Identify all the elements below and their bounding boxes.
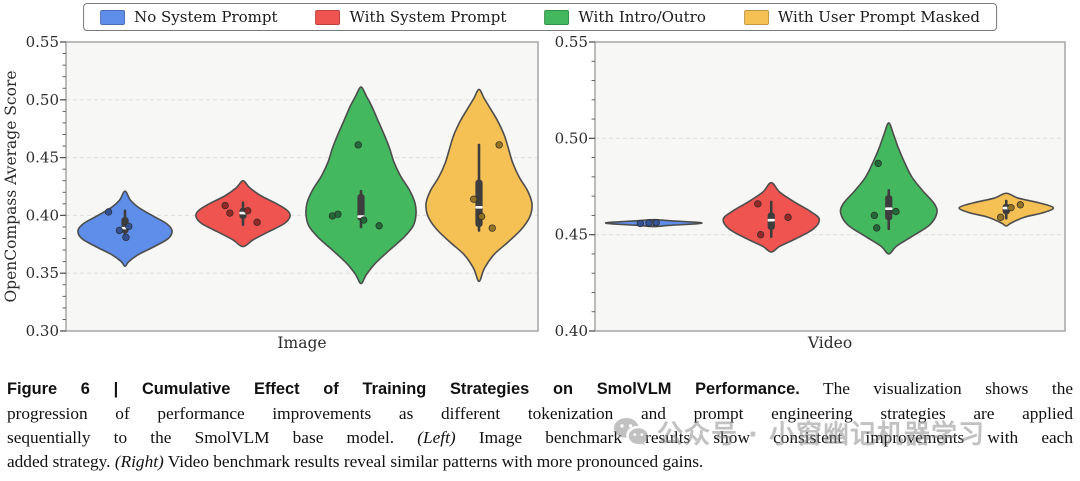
data-point xyxy=(375,222,383,230)
data-point xyxy=(892,207,900,216)
plot-background xyxy=(595,42,1065,331)
data-point xyxy=(784,213,792,221)
plot-border xyxy=(594,41,1066,332)
median-line xyxy=(475,206,483,209)
data-point xyxy=(328,212,337,220)
caption-text-run: Video benchmark results reveal similar p… xyxy=(163,451,704,471)
legend-item-label: With System Prompt xyxy=(349,8,507,26)
data-point xyxy=(636,219,644,228)
legend-item-2: With System Prompt xyxy=(315,8,507,26)
data-point xyxy=(652,219,660,227)
data-point xyxy=(125,222,133,231)
y-tick-label: 0.55 xyxy=(26,33,59,51)
legend-item-label: No System Prompt xyxy=(134,8,278,26)
data-point xyxy=(1007,204,1015,212)
data-point xyxy=(1016,201,1024,209)
violin-3 xyxy=(305,86,417,285)
figure-caption-line-2: progression of performance improvements … xyxy=(7,402,1073,426)
caption-text-run: sequentially to the SmolVLM base model. xyxy=(7,427,418,447)
median-line xyxy=(767,218,775,222)
data-point xyxy=(478,212,486,221)
iqr-box xyxy=(357,194,365,221)
chart-legend: No System Prompt With System Prompt With I… xyxy=(83,3,997,31)
data-point xyxy=(488,224,496,232)
data-point xyxy=(253,218,261,226)
legend-item-label: With User Prompt Masked xyxy=(777,8,980,26)
legend-item-3: With Intro/Outro xyxy=(544,8,706,26)
figure-caption: Figure 6 | Cumulative Effect of Training… xyxy=(7,377,1073,474)
data-point xyxy=(495,141,503,149)
caption-text-run: Figure 6 | Cumulative Effect of Training… xyxy=(7,380,800,398)
violin-3 xyxy=(839,122,938,255)
y-tick-label: 0.45 xyxy=(555,226,588,244)
data-point xyxy=(360,216,368,224)
data-point xyxy=(874,159,882,168)
subplot-image: 0.30 0.35 0.40 0.45 0.50 0.55 Image OpenCompass… xyxy=(2,33,539,352)
data-point xyxy=(470,195,478,203)
data-point xyxy=(996,213,1005,221)
legend-swatch xyxy=(100,9,126,25)
data-point xyxy=(754,200,762,208)
x-axis-label: Video xyxy=(807,334,852,352)
caption-text-run: The visualization shows the xyxy=(799,379,1074,398)
legend-swatch xyxy=(743,9,769,25)
subplot-video: 0.40 0.45 0.50 0.55 Video xyxy=(555,33,1066,352)
legend-swatch xyxy=(544,9,570,25)
legend-item-1: No System Prompt xyxy=(100,8,278,26)
caption-text-run: progression of performance improvements … xyxy=(7,403,1073,423)
data-point xyxy=(115,226,124,235)
y-tick-label: 0.50 xyxy=(555,129,588,147)
legend-item-4: With User Prompt Masked xyxy=(743,8,980,26)
data-point xyxy=(870,211,878,220)
figure-caption-line-1: Figure 6 | Cumulative Effect of Training… xyxy=(7,377,1073,402)
data-point xyxy=(873,224,881,232)
data-point xyxy=(104,208,113,216)
x-axis-label: Image xyxy=(277,334,326,352)
figure-caption-line-3: sequentially to the SmolVLM base model. … xyxy=(7,426,1073,450)
y-tick-label: 0.40 xyxy=(26,206,59,224)
data-point xyxy=(221,201,229,210)
figure-caption-line-4: added strategy. (Right) Video benchmark … xyxy=(7,450,1073,474)
data-point xyxy=(244,207,252,215)
data-point xyxy=(645,219,653,227)
caption-text-run: Image benchmark results show consistent … xyxy=(455,427,1073,447)
data-point xyxy=(226,209,234,217)
data-point xyxy=(122,233,130,242)
y-tick-label: 0.30 xyxy=(26,322,59,340)
y-tick-label: 0.40 xyxy=(555,322,588,340)
y-tick-label: 0.55 xyxy=(555,33,588,51)
data-point xyxy=(757,231,765,239)
median-line xyxy=(885,207,893,210)
legend-item-label: With Intro/Outro xyxy=(578,8,706,26)
caption-text-run: (Left) xyxy=(417,427,456,447)
y-tick-label: 0.35 xyxy=(26,264,59,282)
y-tick-label: 0.50 xyxy=(26,91,59,109)
caption-text-run: added strategy. xyxy=(7,451,115,471)
y-axis-label: OpenCompass Average Score xyxy=(2,70,20,302)
y-tick-label: 0.45 xyxy=(26,149,59,167)
plot-border xyxy=(65,41,539,332)
legend-swatch xyxy=(315,9,341,25)
data-point xyxy=(354,141,362,149)
caption-text-run: (Right) xyxy=(114,451,164,471)
violin-charts-svg: 0.30 0.35 0.40 0.45 0.50 0.55 Image OpenCompass… xyxy=(2,33,1066,352)
